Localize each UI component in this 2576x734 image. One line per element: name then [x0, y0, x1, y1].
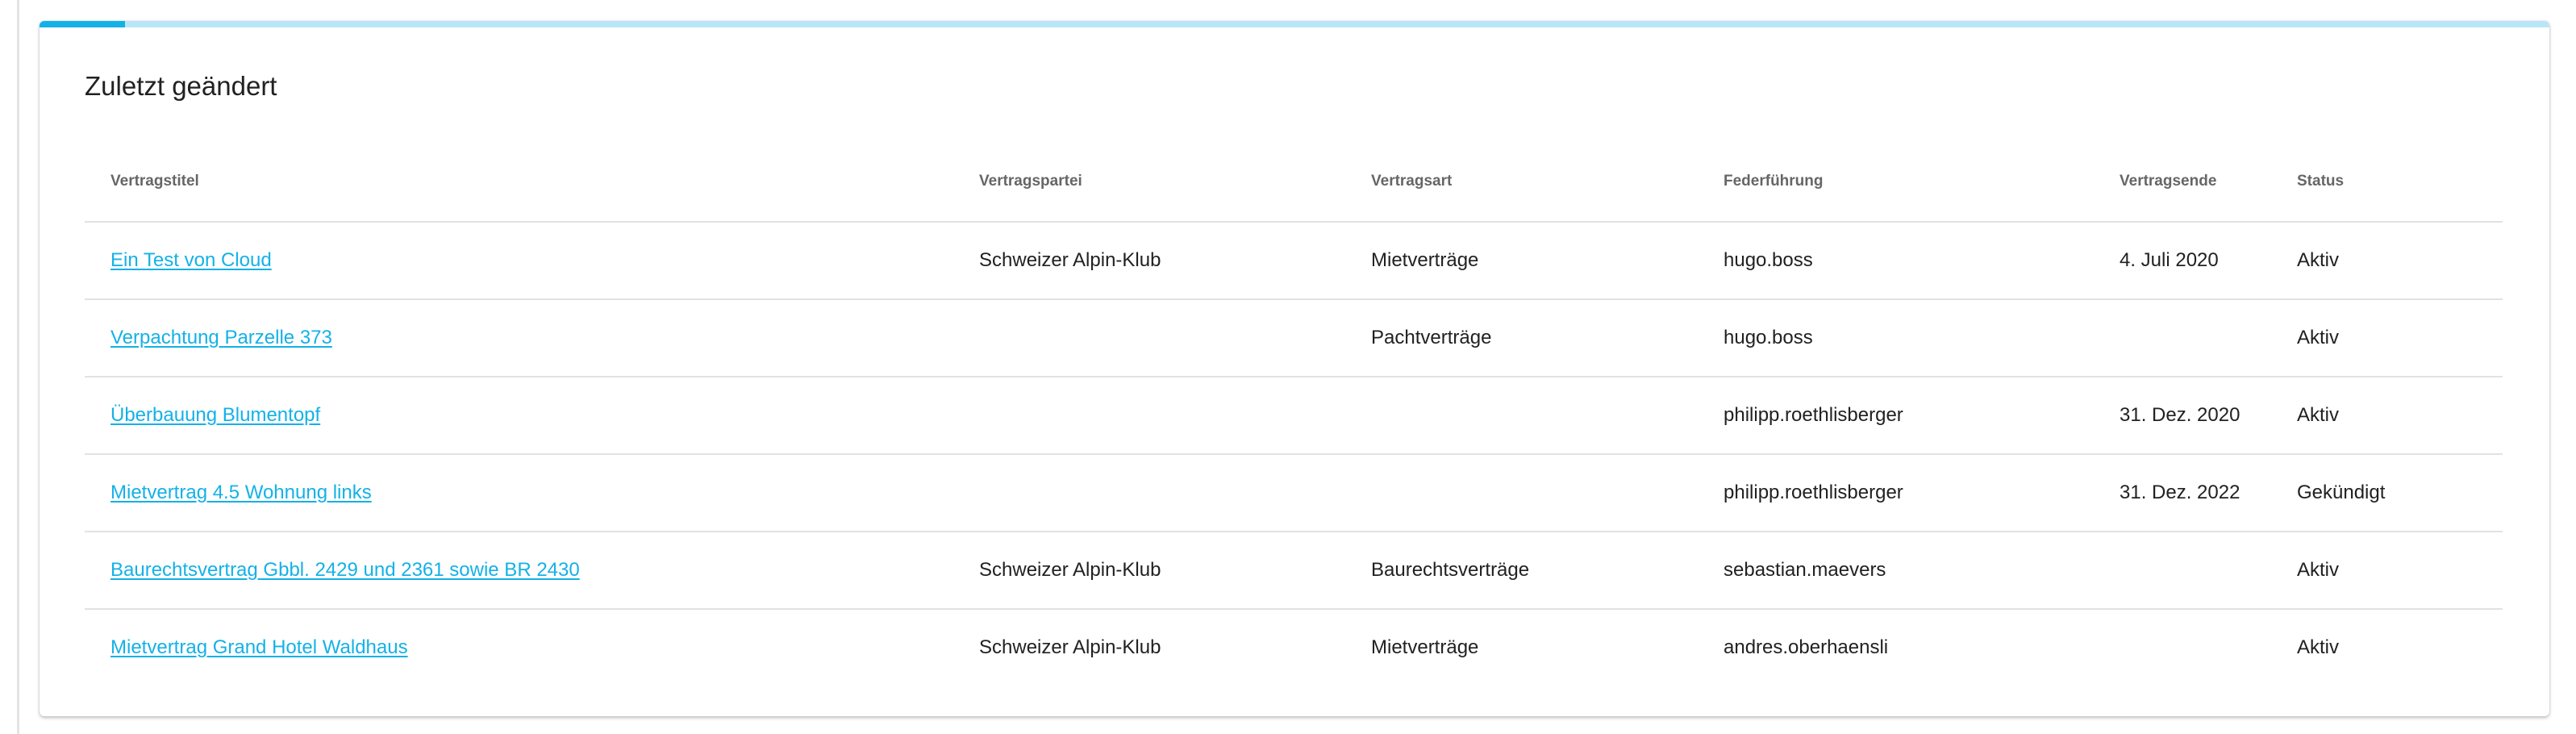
table-row: Verpachtung Parzelle 373 Pachtverträge hug… [85, 299, 2503, 377]
contract-title-link[interactable]: Mietvertrag Grand Hotel Waldhaus [110, 636, 408, 658]
column-header-lead[interactable]: Federführung [1698, 142, 2094, 223]
contract-status-cell: Aktiv [2271, 532, 2503, 610]
contract-title-link[interactable]: Mietvertrag 4.5 Wohnung links [110, 482, 372, 503]
contract-lead-cell: hugo.boss [1698, 299, 2094, 377]
table-header-row: Vertragstitel Vertragspartei Vertragsart… [85, 142, 2503, 223]
column-header-status[interactable]: Status [2271, 142, 2503, 223]
contract-end-cell: 31. Dez. 2022 [2094, 454, 2271, 532]
contract-status-cell: Aktiv [2297, 636, 2340, 658]
contract-title-link[interactable]: Überbauung Blumentopf [110, 404, 321, 426]
contract-title-link[interactable]: Verpachtung Parzelle 373 [110, 327, 332, 348]
contract-type-cell: Pachtverträge [1345, 299, 1698, 377]
contract-type-cell: Baurechtsverträge [1345, 532, 1698, 610]
contract-title-link[interactable]: Baurechtsvertrag Gbbl. 2429 und 2361 sow… [110, 559, 580, 581]
table-row: Baurechtsvertrag Gbbl. 2429 und 2361 sow… [85, 532, 2503, 610]
contract-lead-cell: andres.oberhaensli [1724, 636, 1889, 658]
contract-status-cell: Aktiv [2271, 222, 2503, 300]
table-row: Ein Test von Cloud Schweizer Alpin-Klub Mi… [85, 222, 2503, 300]
contract-title-link-cell: Baurechtsvertrag Gbbl. 2429 und 2361 sow… [85, 532, 953, 610]
contract-party-cell: Schweizer Alpin-Klub [953, 222, 1345, 300]
contracts-table: Vertragstitel Vertragspartei Vertragsart… [85, 142, 2503, 686]
contract-party-cell [953, 299, 1345, 377]
contract-end-cell [2094, 532, 2271, 610]
contract-title-link-cell: Mietvertrag 4.5 Wohnung links [85, 454, 953, 532]
contract-title-link-cell: Verpachtung Parzelle 373 [85, 299, 953, 377]
contract-end-cell [2094, 609, 2271, 686]
contract-end-cell [2094, 299, 2271, 377]
contract-title-link-cell: Überbauung Blumentopf [85, 377, 953, 455]
contract-type-cell: Mietverträge [1345, 222, 1698, 300]
contract-party-cell: Schweizer Alpin-Klub [953, 532, 1345, 610]
contract-title-link-cell: Ein Test von Cloud [85, 222, 953, 300]
table-row: Mietvertrag 4.5 Wohnung links philipp.roe… [85, 454, 2503, 532]
column-header-party[interactable]: Vertragspartei [953, 142, 1345, 223]
contract-title-link-cell: Mietvertrag Grand Hotel Waldhaus [85, 609, 953, 686]
column-header-type[interactable]: Vertragsart [1345, 142, 1698, 223]
contract-title-link[interactable]: Ein Test von Cloud [110, 249, 272, 271]
contract-status-cell: Gekündigt [2271, 454, 2503, 532]
contract-party-cell [953, 377, 1345, 455]
contract-lead-cell: philipp.roethlisberger [1698, 454, 2094, 532]
card-title: Zuletzt geändert [85, 71, 277, 101]
column-header-title[interactable]: Vertragstitel [85, 142, 953, 223]
contract-lead-cell: philipp.roethlisberger [1698, 377, 2094, 455]
contract-status-cell: Aktiv [2271, 377, 2503, 455]
contract-type-cell [1345, 377, 1698, 455]
contract-lead-cell: sebastian.maevers [1698, 532, 2094, 610]
contract-end-cell: 4. Juli 2020 [2094, 222, 2271, 300]
contract-type-cell [1345, 454, 1698, 532]
left-divider [17, 0, 19, 734]
progress-bar-fill [40, 21, 125, 27]
column-header-end[interactable]: Vertragsende [2094, 142, 2271, 223]
progress-bar [40, 21, 2549, 27]
table-row: Mietvertrag Grand Hotel Waldhaus Schweize… [85, 609, 2503, 686]
contract-type-cell: Mietverträge [1371, 636, 1479, 658]
contract-party-cell: Schweizer Alpin-Klub [979, 636, 1161, 658]
contract-party-cell [953, 454, 1345, 532]
contract-end-cell: 31. Dez. 2020 [2094, 377, 2271, 455]
recently-changed-card: Zuletzt geändert Vertragstitel Vertragsp… [40, 21, 2549, 716]
contract-lead-cell: hugo.boss [1698, 222, 2094, 300]
table-row: Überbauung Blumentopf philipp.roethlisber… [85, 377, 2503, 455]
contract-status-cell: Aktiv [2271, 299, 2503, 377]
